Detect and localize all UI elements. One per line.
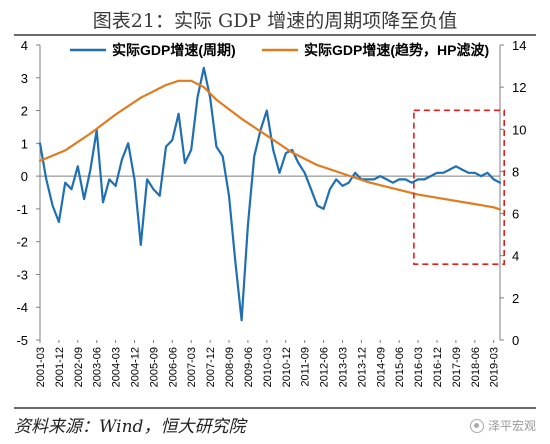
- source-note: 资料来源：Wind，恒大研究院: [14, 417, 246, 437]
- x-tick-label: 2019-03: [489, 347, 501, 387]
- x-tick-label: 2010-12: [281, 347, 293, 387]
- watermark-label: 泽平宏观: [487, 419, 536, 433]
- y-tick-label-left: 3: [21, 71, 28, 86]
- y-tick-label-left: 4: [21, 38, 28, 53]
- y-tick-label-left: 2: [21, 104, 28, 119]
- highlight-box: [413, 109, 506, 265]
- x-tick-label: 2005-09: [148, 347, 160, 387]
- y-tick-label-right: 10: [512, 122, 526, 137]
- series-line-trend: [38, 79, 502, 211]
- y-tick-label-left: -3: [16, 267, 28, 282]
- x-tick-label: 2016-12: [432, 347, 444, 387]
- y-tick-label-right: 14: [512, 38, 526, 53]
- x-tick-label: 2004-12: [130, 347, 142, 387]
- watermark: 泽平宏观: [469, 417, 536, 434]
- chart-title: 图表21：实际 GDP 增速的周期项降至负值: [92, 10, 458, 32]
- y-tick-label-left: -2: [16, 235, 28, 250]
- y-tick-label-right: 4: [512, 249, 519, 264]
- y-tick-label-left: -1: [16, 202, 28, 217]
- x-tick-label: 2014-09: [375, 347, 387, 387]
- x-tick-label: 2011-09: [300, 347, 312, 387]
- series-line-cycle: [38, 66, 502, 322]
- x-tick-label: 2013-12: [356, 347, 368, 387]
- legend-label-cycle: 实际GDP增速(周期): [112, 42, 236, 58]
- source-divider: [14, 407, 536, 409]
- y-tick-label-left: 1: [21, 136, 28, 151]
- title-divider: [14, 34, 536, 36]
- x-tick-label: 2007-03: [186, 347, 198, 387]
- y-tick-label-right: 8: [512, 164, 519, 179]
- x-tick-label: 2009-06: [243, 347, 255, 387]
- x-tick-label: 2015-06: [394, 347, 406, 387]
- x-tick-label: 2008-09: [224, 347, 236, 387]
- y-tick-label-left: 0: [21, 169, 28, 184]
- x-tick-label: 2006-06: [167, 347, 179, 387]
- y-tick-label-left: -4: [16, 300, 28, 315]
- y-tick-label-right: 6: [512, 207, 519, 222]
- x-tick-label: 2018-06: [470, 347, 482, 387]
- x-tick-label: 2012-06: [319, 347, 331, 387]
- y-tick-label-right: 2: [512, 291, 519, 306]
- y-tick-label-right: 12: [512, 80, 526, 95]
- y-tick-label-right: 0: [512, 333, 519, 348]
- x-tick-label: 2001-03: [35, 347, 47, 387]
- x-tick-label: 2010-03: [262, 347, 274, 387]
- x-tick-label: 2003-06: [92, 347, 104, 387]
- wechat-icon: [469, 418, 484, 433]
- x-tick-label: 2013-03: [337, 347, 349, 387]
- legend-label-trend: 实际GDP增速(趋势，HP滤波): [304, 42, 489, 58]
- x-tick-label: 2017-09: [451, 347, 463, 387]
- x-tick-label: 2016-03: [413, 347, 425, 387]
- y-tick-label-left: -5: [16, 333, 28, 348]
- x-tick-label: 2002-09: [73, 347, 85, 387]
- x-tick-label: 2004-03: [111, 347, 123, 387]
- x-tick-label: 2001-12: [54, 347, 66, 387]
- x-tick-label: 2007-12: [205, 347, 217, 387]
